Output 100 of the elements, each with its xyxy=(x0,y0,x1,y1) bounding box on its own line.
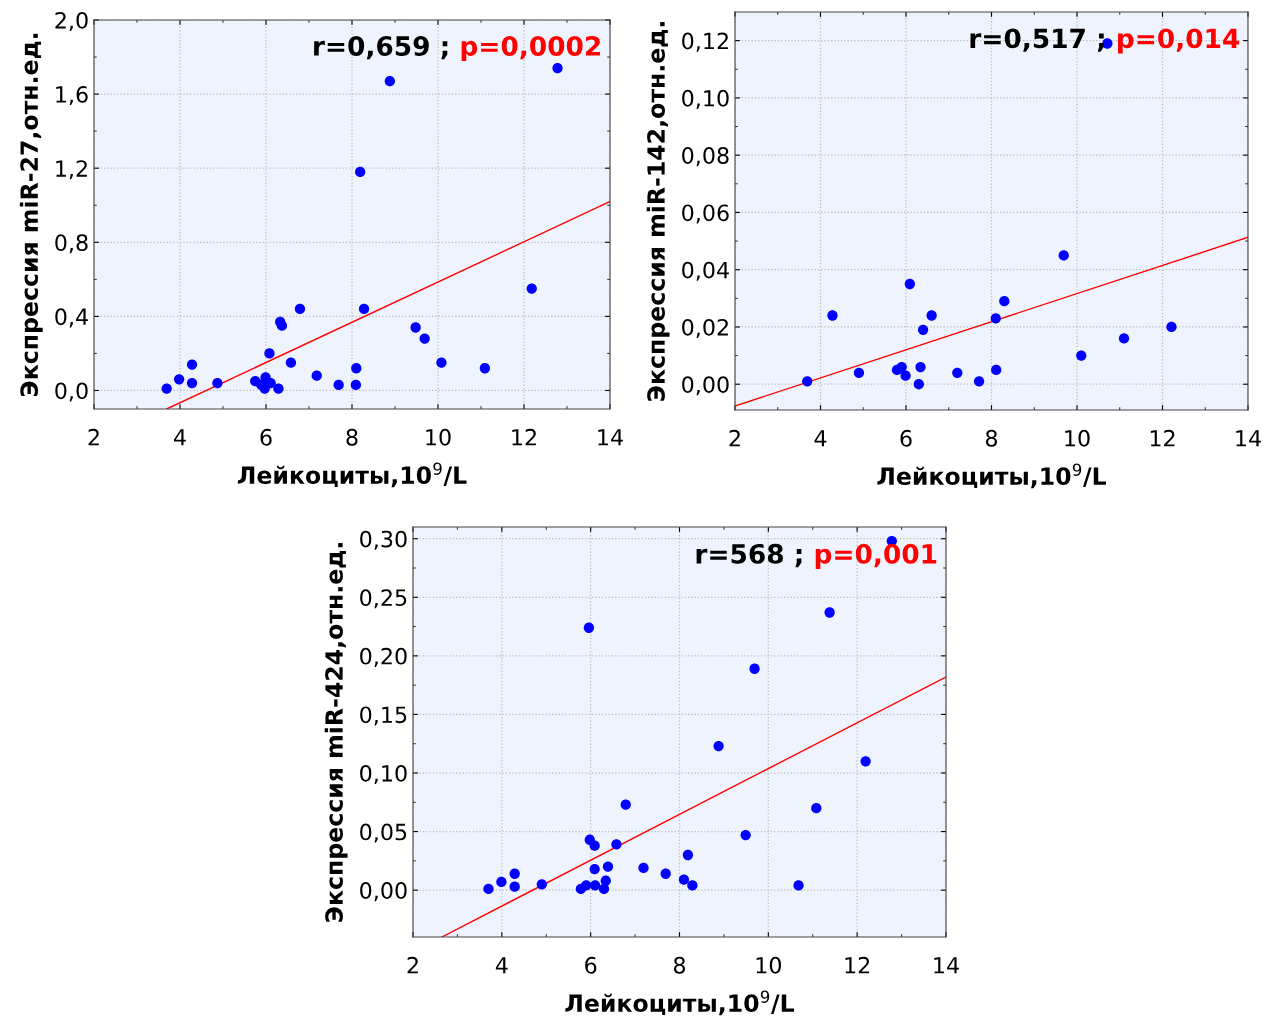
point xyxy=(600,875,611,886)
x-axis-title: Лейкоциты,10$^{9}$/L xyxy=(877,463,1107,489)
point xyxy=(311,370,322,381)
point xyxy=(1166,321,1177,333)
point xyxy=(496,876,507,888)
y-tick-label: 1,6 xyxy=(56,86,88,106)
point xyxy=(410,322,421,333)
point xyxy=(900,370,911,381)
point xyxy=(581,880,592,891)
point xyxy=(802,376,813,387)
x-tick-label: 14 xyxy=(934,957,959,974)
x-tick-label: 2 xyxy=(729,429,740,447)
point xyxy=(713,740,724,752)
x-tick-label: 12 xyxy=(512,428,536,446)
x-tick-label: 8 xyxy=(985,429,998,447)
point xyxy=(173,374,185,385)
point xyxy=(265,377,276,389)
point xyxy=(483,883,494,895)
point xyxy=(926,310,937,321)
x-tick-label: 8 xyxy=(673,956,686,974)
y-tick-label: 0,10 xyxy=(360,764,407,785)
y-tick-label: 0,25 xyxy=(360,589,407,609)
point xyxy=(186,359,198,370)
point xyxy=(660,868,671,879)
point xyxy=(913,379,924,390)
y-tick-label: 1,2 xyxy=(56,160,87,180)
y-tick-label: 0,08 xyxy=(682,147,729,167)
point xyxy=(350,379,362,391)
point xyxy=(952,367,963,378)
y-tick-label: 0,30 xyxy=(360,530,407,550)
point xyxy=(294,303,306,315)
y-tick-label: 0,20 xyxy=(360,647,407,667)
x-tick-label: 12 xyxy=(1150,429,1175,447)
point xyxy=(186,377,198,389)
point xyxy=(358,303,370,315)
point xyxy=(276,320,288,331)
x-tick-label: 14 xyxy=(1236,430,1261,447)
point xyxy=(583,622,595,633)
x-tick-label: 10 xyxy=(426,428,451,446)
point xyxy=(904,278,915,290)
annotation: r=0,517 ; xyxy=(970,28,1104,52)
point xyxy=(915,361,926,373)
y-tick-label: 0,15 xyxy=(360,706,407,726)
point xyxy=(264,348,275,359)
point xyxy=(611,839,622,850)
point xyxy=(285,357,297,368)
y-tick-label: 0,02 xyxy=(682,318,728,338)
point xyxy=(620,799,631,810)
point xyxy=(333,379,344,391)
point xyxy=(351,363,362,374)
y-tick-label: 0,10 xyxy=(682,89,729,109)
point xyxy=(824,607,835,618)
x-tick-label: 10 xyxy=(756,956,781,974)
point xyxy=(589,880,601,891)
annotation: p=0,014 xyxy=(1118,28,1240,54)
point xyxy=(552,63,563,74)
annotation: p=0,001 xyxy=(815,543,937,569)
y-axis-title: Экспрессия miR-142,отн.ед. xyxy=(646,22,670,401)
point xyxy=(1076,350,1087,361)
x-tick-label: 6 xyxy=(585,956,597,974)
x-tick-label: 8 xyxy=(346,428,358,446)
point xyxy=(589,840,600,851)
point xyxy=(509,881,520,892)
x-tick-label: 6 xyxy=(900,429,912,447)
x-axis-title: Лейкоциты,10$^{9}$/L xyxy=(237,462,467,488)
point xyxy=(1058,250,1069,261)
point xyxy=(793,880,804,891)
point xyxy=(273,383,284,394)
y-tick-label: 0,4 xyxy=(55,308,88,328)
point xyxy=(602,861,614,872)
y-tick-label: 0,8 xyxy=(55,234,88,254)
x-tick-label: 2 xyxy=(88,428,99,446)
point xyxy=(509,868,520,879)
y-tick-label: 0,04 xyxy=(682,261,729,281)
x-tick-label: 6 xyxy=(260,428,272,446)
point xyxy=(999,296,1010,307)
point xyxy=(896,361,907,373)
point xyxy=(589,863,600,875)
point xyxy=(536,879,547,890)
point xyxy=(384,75,395,87)
point xyxy=(355,166,366,178)
x-tick-label: 4 xyxy=(495,957,508,974)
y-axis-title: Экспрессия miR-27,отн.ед. xyxy=(19,33,43,397)
point xyxy=(479,363,491,374)
x-tick-label: 4 xyxy=(174,429,186,446)
point xyxy=(419,333,430,344)
x-tick-label: 14 xyxy=(598,429,623,446)
annotation: p=0,0002 xyxy=(461,36,600,62)
point xyxy=(990,313,1001,324)
y-axis-title: Экспрессия miR-424,отн.ед. xyxy=(324,543,348,922)
point xyxy=(827,310,838,321)
point xyxy=(436,357,447,368)
x-tick-label: 12 xyxy=(845,956,870,974)
point xyxy=(682,849,694,861)
point xyxy=(740,829,751,841)
y-tick-label: 0,00 xyxy=(360,882,407,902)
point xyxy=(687,880,698,891)
point xyxy=(991,364,1002,376)
point xyxy=(917,324,929,335)
x-tick-label: 4 xyxy=(814,430,827,447)
